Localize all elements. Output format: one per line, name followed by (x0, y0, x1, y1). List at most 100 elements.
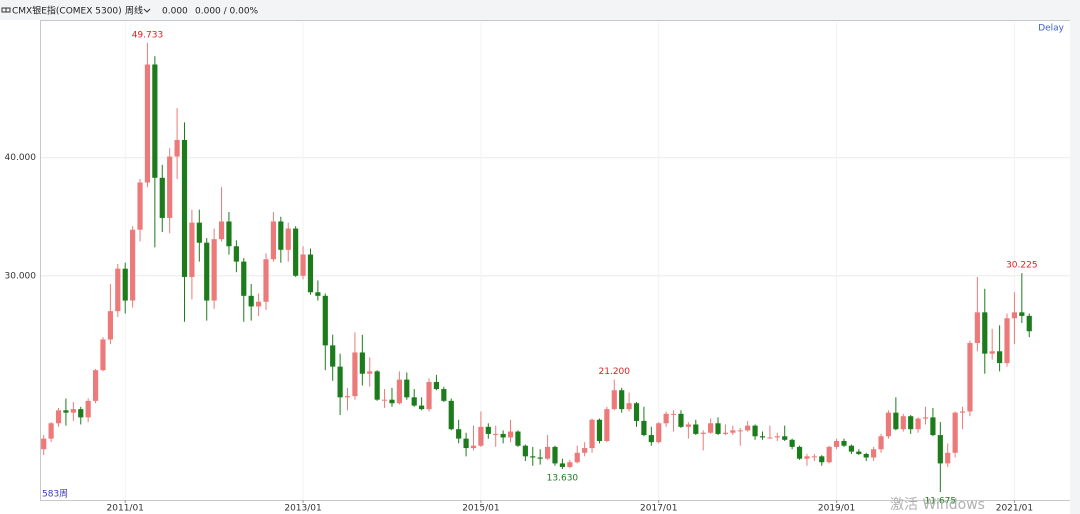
candle-body (226, 221, 232, 247)
candle-body (278, 221, 284, 250)
candle-body (537, 457, 543, 459)
symbol[interactable]: CMX银E指(COMEX 5300) (12, 5, 122, 17)
x-tick-label: 2013/01 (284, 504, 321, 514)
y-tick-label: 40.000 (5, 153, 37, 163)
candle-body (204, 242, 210, 301)
change: 0.000 / 0.00% (195, 7, 259, 17)
candle-body (130, 229, 136, 301)
candle-body (485, 426, 491, 434)
candle-body (559, 463, 566, 467)
watermark: 激活 Windows (890, 496, 985, 513)
candle-body (233, 246, 239, 262)
candle-body (515, 431, 521, 446)
candle-body (804, 456, 810, 459)
candle-body (300, 254, 306, 276)
candle-body (381, 399, 388, 401)
candle-body (374, 371, 380, 400)
candle-body (619, 390, 625, 410)
candle-body (241, 261, 247, 296)
candle-body (48, 423, 54, 439)
candle-body (307, 254, 314, 293)
candle-body (470, 445, 477, 449)
candle-body (589, 419, 595, 449)
candle-body (774, 436, 780, 438)
candle-body (352, 352, 358, 397)
candle-body (100, 339, 106, 371)
candle-body (648, 435, 654, 443)
candle-body (819, 456, 825, 463)
period-count: 583周 (42, 489, 68, 500)
candle-body (411, 397, 417, 406)
delay: Delay (1038, 24, 1064, 34)
candle-body (974, 312, 980, 344)
candle-body (856, 451, 862, 454)
candle-body (174, 140, 180, 157)
extreme-label: 30.225 (1006, 261, 1038, 271)
period[interactable]: 周线 (125, 5, 143, 17)
candle-body (1004, 318, 1010, 364)
candle-body (107, 311, 113, 340)
candle-body (796, 446, 803, 459)
candle-body (833, 440, 840, 447)
x-tick-label: 2019/01 (818, 504, 855, 514)
candle-body (997, 351, 1003, 364)
candle-body (78, 409, 84, 418)
candle-body (937, 435, 943, 464)
candle-body (989, 351, 995, 354)
candle-body (826, 446, 832, 463)
candle-body (863, 453, 869, 458)
candle-body (330, 345, 336, 367)
candle-body (567, 462, 573, 467)
candle-body (789, 439, 795, 447)
candle-body (878, 436, 884, 450)
icon (5, 7, 11, 13)
candle-body (344, 396, 351, 398)
candle-body (92, 370, 99, 401)
candle-body (715, 423, 721, 434)
x-tick-label: 2011/01 (107, 504, 144, 514)
candle-body (189, 222, 195, 277)
candle-body (745, 425, 751, 431)
header-bar (0, 0, 1080, 20)
candle-body (337, 366, 343, 398)
candle-body (663, 413, 669, 424)
candle-body (419, 405, 425, 410)
candle-body (441, 389, 447, 401)
candle-body (256, 301, 262, 307)
candle-body (952, 412, 958, 453)
candle-body (1026, 315, 1032, 332)
candle-body (685, 424, 691, 427)
candle-body (293, 228, 299, 276)
candle-body (967, 343, 973, 412)
extreme-label: 21.200 (599, 367, 631, 377)
candle-body (893, 412, 899, 430)
candle-body (389, 399, 395, 404)
chevron[interactable] (143, 8, 151, 13)
candle-body (55, 410, 62, 424)
candle-body (604, 409, 610, 441)
candle-body (656, 423, 662, 443)
x-tick-label: 2017/01 (640, 504, 677, 514)
candle-body (404, 379, 410, 398)
candle-body (908, 416, 914, 430)
candle-body (248, 295, 254, 307)
candle-body (1019, 312, 1025, 316)
extreme-label: 49.733 (132, 30, 164, 40)
candle-body (315, 292, 321, 296)
candle-body (115, 268, 121, 312)
candle-body (137, 182, 143, 230)
candle-body (841, 440, 847, 446)
candle-body (700, 432, 706, 434)
candle-body (263, 259, 269, 302)
candle-body (611, 390, 617, 410)
candle-body (582, 448, 588, 453)
right-margin (1070, 20, 1080, 514)
candle-body (759, 436, 766, 438)
candle-body (507, 431, 514, 438)
candle-body (767, 437, 773, 439)
candle-body (670, 413, 677, 415)
candle-body (159, 177, 165, 218)
